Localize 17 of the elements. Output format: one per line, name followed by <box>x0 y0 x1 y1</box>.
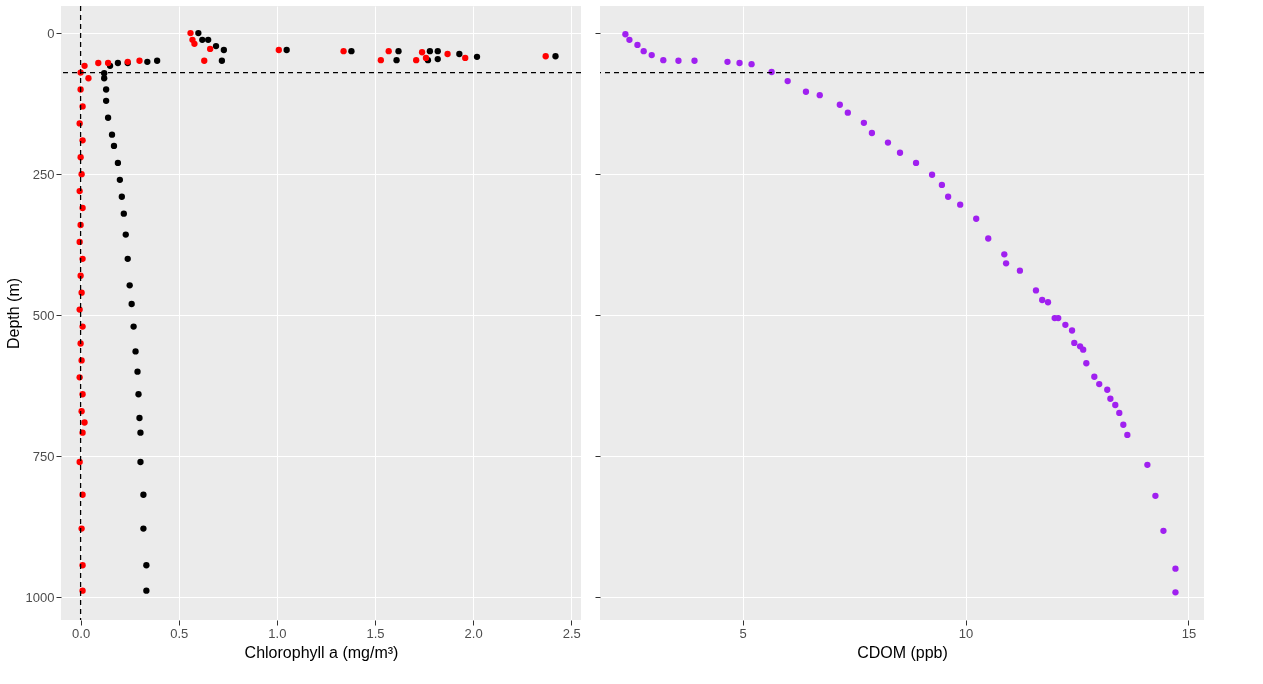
y-tick-label: 250 <box>32 166 55 182</box>
x-tick-label: 0.0 <box>72 625 91 641</box>
y-tick-label: 500 <box>32 307 55 323</box>
y-tick-label: 0 <box>47 25 55 41</box>
x-axis-title: CDOM (ppb) <box>857 643 948 661</box>
x-tick-label: 1.0 <box>268 625 287 641</box>
x-tick-label: 5 <box>739 625 747 641</box>
x-tick-label: 2.0 <box>464 625 483 641</box>
x-tick-label: 10 <box>958 625 974 641</box>
y-axis-title: Depth (m) <box>4 277 22 350</box>
y-tick-label: 1000 <box>25 589 55 605</box>
x-axis-title: Chlorophyll a (mg/m³) <box>244 643 399 661</box>
x-tick-label: 2.5 <box>562 625 581 641</box>
x-tick-label: 1.5 <box>366 625 385 641</box>
x-tick-label: 0.5 <box>170 625 189 641</box>
x-tick-label: 15 <box>1181 625 1197 641</box>
y-tick-label: 750 <box>32 448 55 464</box>
